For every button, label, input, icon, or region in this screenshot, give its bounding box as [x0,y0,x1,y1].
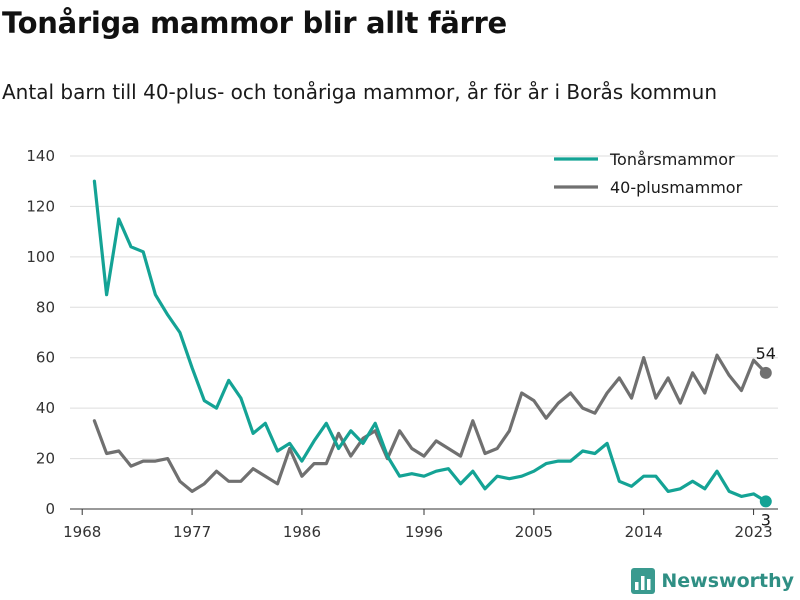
y-tick-label-60: 60 [36,349,55,367]
y-tick-label-40: 40 [36,399,55,417]
newsworthy-brand: Newsworthy [631,568,794,594]
bar-chart-logo-icon [631,568,656,594]
x-tick-label-1977: 1977 [173,523,211,541]
x-tick-label-2014: 2014 [625,523,663,541]
x-tick-label-2023: 2023 [734,523,772,541]
series-line-tonarsmammor [92,179,768,503]
y-tick-label-100: 100 [26,248,55,266]
chart-title: Tonåriga mammor blir allt färre [2,6,507,40]
series-line-fortyplusmammor [92,353,768,493]
legend-label-tonarsmammor: Tonårsmammor [609,150,735,169]
end-marker-tonarsmammor [759,495,772,508]
y-tick-label-0: 0 [45,500,55,518]
x-tick-label-1996: 1996 [405,523,443,541]
end-marker-fortyplusmammor [759,366,772,379]
y-tick-label-20: 20 [36,450,55,468]
x-tick-label-1968: 1968 [63,523,101,541]
brand-name: Newsworthy [661,570,794,592]
y-tick-label-140: 140 [26,147,55,165]
chart-subtitle: Antal barn till 40-plus- och tonåriga ma… [2,80,717,104]
y-tick-label-80: 80 [36,298,55,316]
end-label-fortyplusmammor: 54 [756,344,776,363]
legend-label-fortyplusmammor: 40-plusmammor [610,178,743,197]
x-tick-label-2005: 2005 [515,523,553,541]
y-tick-label-120: 120 [26,197,55,215]
x-tick-label-1986: 1986 [283,523,321,541]
end-label-tonarsmammor: 3 [761,510,771,529]
